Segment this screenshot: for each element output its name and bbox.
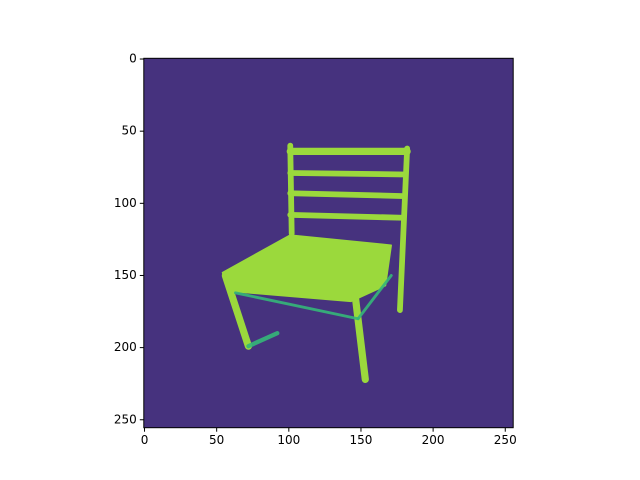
x-tick-label: 50: [209, 433, 224, 447]
x-tick-label: 200: [422, 433, 445, 447]
y-tick-label: 200: [114, 340, 137, 354]
chair: [221, 142, 411, 383]
y-tick-label: 100: [114, 196, 137, 210]
leg-shadow: [246, 331, 280, 349]
x-tick-label: 250: [494, 433, 517, 447]
leg: [351, 292, 369, 383]
slat: [287, 190, 408, 199]
x-tick-label: 0: [141, 433, 149, 447]
y-tick-label: 250: [114, 412, 137, 426]
y-tick-label: 50: [122, 124, 137, 138]
x-tick-label: 150: [350, 433, 373, 447]
leg: [221, 271, 253, 350]
slat: [287, 211, 406, 221]
stretcher: [356, 274, 393, 321]
axes-frame: [143, 57, 514, 429]
stretcher: [233, 291, 360, 321]
back-post: [287, 142, 295, 237]
y-tick-label: 150: [114, 268, 137, 282]
image: [221, 142, 411, 383]
y-tick-label: 0: [129, 52, 137, 66]
x-tick-label: 100: [277, 433, 300, 447]
slat: [287, 170, 409, 178]
